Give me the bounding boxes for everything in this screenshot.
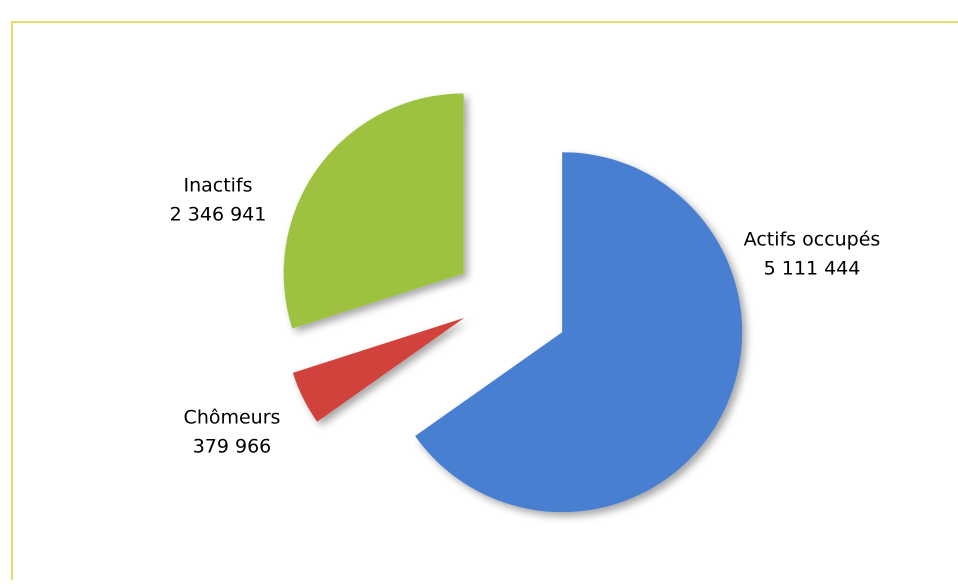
slice-value-label: 379 966 [193,436,272,458]
slice-label: Chômeurs [184,407,281,429]
slice-value-label: 2 346 941 [170,204,267,226]
chart-frame [11,21,958,584]
pie-slice [415,152,743,513]
pie-slice [292,317,465,422]
slice-label: Actifs occupés [744,229,881,251]
pie-slice [283,93,464,329]
slice-label: Inactifs [183,175,252,197]
slice-value-label: 5 111 444 [764,258,861,280]
